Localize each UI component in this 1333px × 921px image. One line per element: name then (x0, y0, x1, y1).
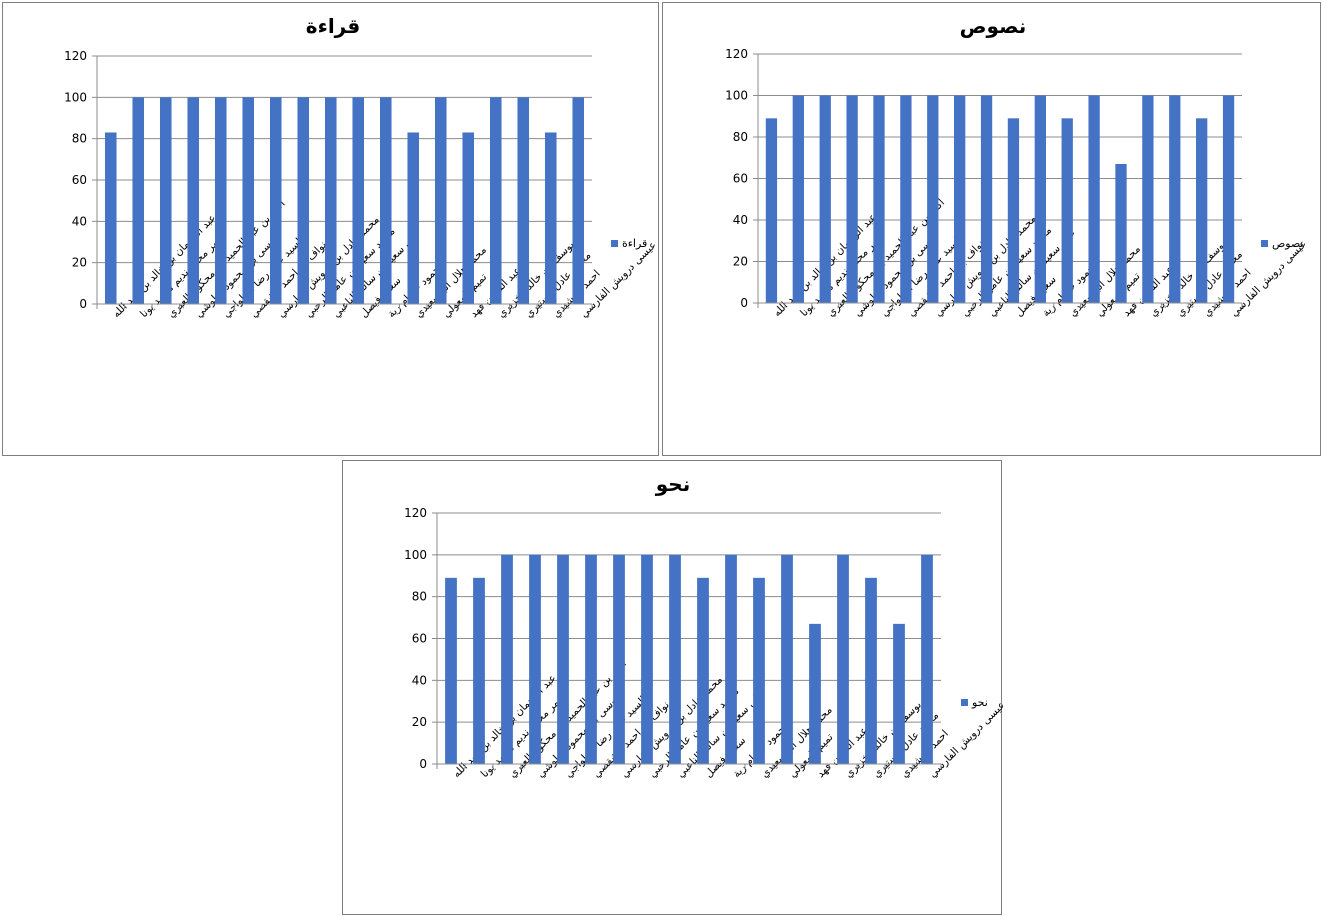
bar (641, 554, 653, 764)
bar (1115, 163, 1127, 303)
y-tick-label: 100 (64, 90, 87, 104)
y-tick-label: 40 (72, 214, 87, 228)
bar (187, 97, 200, 304)
y-tick-label: 120 (64, 49, 87, 63)
bar (725, 554, 737, 764)
legend-swatch (611, 240, 618, 247)
bar (572, 97, 585, 304)
y-tick-label: 80 (412, 590, 427, 604)
bar (269, 97, 282, 304)
bar (489, 97, 502, 304)
y-tick-label: 40 (412, 673, 427, 687)
bar (557, 554, 569, 764)
bar (765, 118, 778, 303)
bar (669, 554, 681, 764)
bar (352, 97, 365, 304)
bar (781, 554, 793, 764)
bar (529, 554, 541, 764)
y-tick-label: 100 (725, 89, 748, 103)
bar (445, 577, 457, 764)
y-tick-label: 60 (733, 172, 748, 186)
bar (753, 577, 765, 764)
bar (1169, 95, 1181, 303)
legend-label: نحو (971, 696, 988, 709)
chart-title: نصوص (960, 14, 1027, 38)
bar (1007, 118, 1020, 303)
bar (407, 132, 420, 304)
bar (132, 97, 145, 304)
bar (517, 97, 530, 304)
bar (865, 577, 877, 764)
y-tick-label: 60 (72, 173, 87, 187)
bar (544, 132, 557, 304)
bar (1034, 95, 1046, 303)
y-tick-label: 20 (72, 256, 87, 270)
y-tick-label: 120 (725, 47, 748, 61)
bar (893, 623, 905, 764)
bar (379, 97, 392, 304)
y-tick-label: 120 (404, 506, 427, 520)
chart-nusus: نصوص 0 20 40 60 80 100 120 عبد الرحمان بن خالد ب… (662, 2, 1321, 456)
y-tick-label: 20 (733, 255, 748, 269)
y-tick-label: 60 (412, 632, 427, 646)
bar (501, 554, 513, 764)
bar (297, 97, 310, 304)
bar (324, 97, 337, 304)
bar (1196, 118, 1208, 303)
legend-label: قراءة (622, 237, 647, 250)
bar (1088, 95, 1100, 303)
chart-title: نحو (655, 472, 690, 496)
bar (585, 554, 597, 764)
bar (242, 97, 255, 304)
bar (462, 132, 475, 304)
bar (900, 95, 912, 303)
bar (921, 554, 933, 764)
bar (1222, 95, 1235, 303)
y-tick-label: 40 (733, 213, 748, 227)
bar (1061, 118, 1073, 303)
bar (792, 95, 804, 303)
bar (927, 95, 939, 303)
legend-swatch (961, 699, 968, 706)
bar (846, 95, 858, 303)
bar (473, 577, 485, 764)
bar (104, 132, 117, 304)
y-tick-label: 80 (72, 132, 87, 146)
chart-title: قراءة (306, 14, 360, 38)
bar (954, 95, 966, 303)
bar (837, 554, 849, 764)
y-tick-label: 20 (412, 715, 427, 729)
bar (613, 554, 625, 764)
legend-label: نصوص (1272, 237, 1304, 250)
bar (809, 623, 821, 764)
bar (697, 577, 709, 764)
legend-swatch (1261, 240, 1268, 247)
bar (873, 95, 885, 303)
y-tick-label: 0 (79, 297, 87, 311)
y-tick-label: 100 (404, 548, 427, 562)
y-tick-label: 0 (419, 757, 427, 771)
y-tick-label: 0 (740, 296, 748, 310)
bar (819, 95, 831, 303)
bar (214, 97, 227, 304)
y-tick-label: 80 (733, 130, 748, 144)
bar (980, 95, 993, 303)
bar (159, 97, 172, 304)
bar (434, 97, 447, 304)
bar (1142, 95, 1154, 303)
